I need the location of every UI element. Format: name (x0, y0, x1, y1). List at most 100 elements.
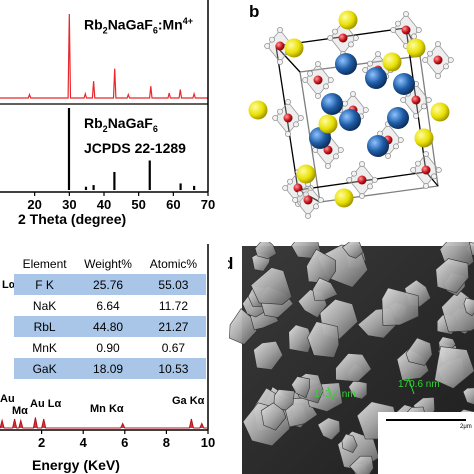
sem-grain (463, 297, 474, 317)
sem-grain (381, 287, 419, 326)
xrd-chart: 20 30 40 50 60 70 2 Theta (degree) (0, 0, 215, 227)
gallium-atom (338, 33, 348, 43)
fluorine-atom (397, 137, 404, 143)
crystal-structure-panel: b (228, 0, 474, 232)
fluorine-atom (315, 61, 321, 67)
fluorine-atom (302, 77, 309, 83)
sem-measure-label-1: 143.4 nm (314, 389, 356, 400)
fluorine-atom (393, 143, 399, 150)
eds-tick-label: 6 (121, 435, 128, 450)
gallium-atom (401, 25, 411, 35)
table-cell: F K (14, 274, 76, 295)
fluorine-atom (348, 41, 354, 48)
table-row: RbL 44.80 21.27 (14, 316, 206, 337)
fluorine-atom (435, 73, 441, 79)
sem-panel: d 2μm 143.4 nm 170.6 nm (228, 242, 474, 474)
rubidium-atom (339, 109, 361, 131)
fluorine-atom (297, 115, 304, 121)
table-cell: 18.09 (75, 358, 141, 379)
sem-grain (462, 387, 474, 405)
fluorine-atom (443, 63, 449, 70)
eds-tick-label: 4 (80, 435, 88, 450)
xrd-sample-pattern (0, 13, 208, 99)
fluorine-atom (362, 67, 369, 73)
sem-grain (349, 455, 374, 474)
rubidium-atom (387, 107, 409, 129)
fluorine-atom (293, 121, 299, 128)
xrd-tick-label: 70 (201, 197, 215, 212)
fluorine-atom (359, 193, 365, 199)
eds-panel: Lα Au Mα Au Lα Mn Kα Ga Kα 2 4 6 8 10 Energy… (0, 242, 220, 474)
fluorine-atom (292, 197, 299, 203)
eds-header-atomic: Atomic% (140, 254, 206, 274)
fluorine-atom (333, 153, 339, 160)
fluorine-atom (385, 153, 391, 159)
fluorine-atom (277, 108, 283, 115)
table-cell: 44.80 (75, 316, 141, 337)
table-cell: 0.67 (140, 337, 206, 358)
sem-grain (317, 417, 341, 441)
eds-tick-label: 8 (163, 435, 170, 450)
gallium-atom (433, 55, 443, 65)
fluorine-atom (422, 57, 429, 63)
sem-measure-2 (407, 376, 415, 395)
fluorine-atom (371, 177, 378, 183)
sem-grain (250, 267, 293, 305)
eds-header-weight: Weight% (75, 254, 141, 274)
crystal-structure-illustration (248, 10, 454, 219)
sodium-atom (296, 164, 316, 184)
xrd-tick-label: 20 (27, 197, 41, 212)
fluorine-atom (413, 113, 419, 119)
fluorine-atom (362, 107, 369, 113)
sodium-atom (430, 102, 450, 122)
sem-grain (253, 340, 284, 371)
fluorine-atom (423, 151, 429, 157)
table-row: MnK 0.90 0.67 (14, 337, 206, 358)
sodium-atom (248, 100, 268, 120)
gallium-atom (323, 145, 333, 155)
table-cell: 10.53 (140, 358, 206, 379)
gallium-atom (293, 183, 303, 193)
sodium-atom (382, 52, 402, 72)
sem-grain (405, 337, 433, 366)
table-cell: 55.03 (140, 274, 206, 295)
eds-peak-ga-k-alpha: Ga Kα (172, 395, 205, 407)
fluorine-atom (327, 35, 334, 41)
fluorine-atom (346, 177, 353, 183)
sodium-atom (334, 188, 354, 208)
eds-x-axis-title: Energy (KeV) (32, 457, 120, 473)
fluorine-atom (415, 27, 422, 33)
fluorine-atom (342, 100, 348, 107)
eds-table-header: Element Weight% Atomic% (14, 254, 206, 274)
sem-grain (260, 402, 287, 431)
fluorine-atom (307, 70, 313, 77)
table-cell: RbL (14, 316, 76, 337)
table-row: GaK 18.09 10.53 (14, 358, 206, 379)
fluorine-atom (435, 41, 441, 47)
table-cell: 11.72 (140, 295, 206, 316)
rubidium-atom (335, 53, 357, 75)
sem-scalebar-bg (378, 412, 474, 474)
sem-grain (307, 321, 340, 358)
sodium-atom (406, 38, 426, 58)
eds-peak-mn-k-alpha: Mn Kα (90, 403, 124, 415)
fluorine-atom (410, 167, 417, 173)
xrd-tick-label: 50 (131, 197, 145, 212)
fluorine-atom (421, 103, 427, 110)
fluorine-atom (390, 27, 397, 33)
sem-grain (312, 277, 339, 301)
sem-grain (434, 346, 474, 389)
fluorine-atom (431, 173, 437, 180)
fluorine-atom (317, 197, 324, 203)
xrd-top-label: Rb2NaGaF6:Mn4+ (84, 16, 193, 36)
fluorine-atom (313, 203, 319, 210)
eds-tick-label: 10 (201, 435, 215, 450)
fluorine-atom (264, 43, 271, 49)
sodium-atom (338, 10, 358, 30)
sem-micrograph: 2μm 143.4 nm 170.6 nm (229, 242, 474, 474)
sem-grain (288, 324, 313, 354)
sem-measure-1 (327, 386, 335, 403)
xrd-bottom-label: Rb2NaGaF6 JCPDS 22-1289 (84, 115, 186, 156)
fluorine-atom (427, 50, 433, 57)
rubidium-atom (365, 67, 387, 89)
